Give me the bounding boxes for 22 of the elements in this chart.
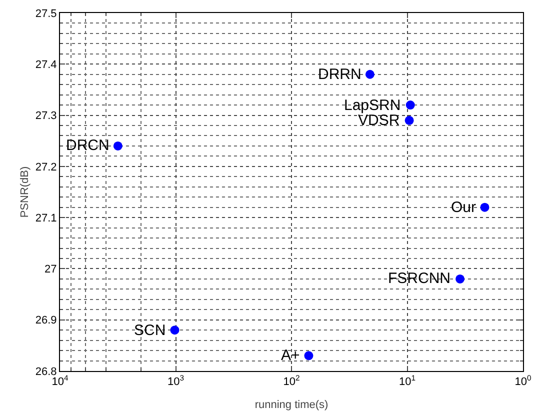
x-tick-label: 10$^{2}$ xyxy=(283,374,300,388)
annotation: SCN xyxy=(134,322,166,339)
annotation: DRCN xyxy=(66,137,110,154)
y-axis-title: PSNR(dB) xyxy=(19,166,31,218)
annotation: LapSRN xyxy=(344,97,401,114)
x-axis-title: running time(s) xyxy=(254,399,328,411)
annotation: DRRN xyxy=(318,66,362,83)
annotation: A+ xyxy=(281,347,300,364)
y-tick-label: 26.8 xyxy=(35,366,57,378)
x-tick-label: 10$^{1}$ xyxy=(398,374,416,388)
y-tick-label: 27.5 xyxy=(35,8,57,20)
y-tick-label: 27 xyxy=(44,264,57,276)
y-tick-label: 27.4 xyxy=(35,58,57,71)
y-tick-label: 27.1 xyxy=(35,212,57,224)
annotation: VDSR xyxy=(358,112,400,129)
y-tick-label: 26.9 xyxy=(35,314,57,327)
annotation: Our xyxy=(451,199,476,216)
y-tick-label: 27.2 xyxy=(35,161,57,174)
y-tick-label: 27.3 xyxy=(35,110,57,122)
annotation: FSRCNN xyxy=(388,270,450,287)
x-tick-label: 10$^{0}$ xyxy=(514,374,532,388)
x-tick-label: 10$^{3}$ xyxy=(167,374,184,388)
